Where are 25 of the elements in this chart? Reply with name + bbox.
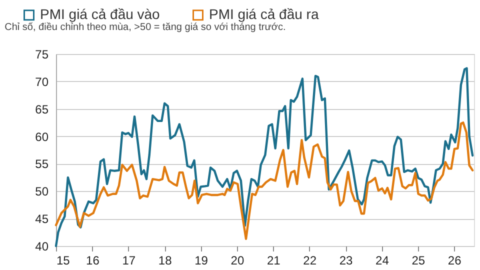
y-tick-label: 40	[35, 240, 49, 254]
x-tick-label: 19	[194, 254, 208, 268]
x-tick-label: 25	[412, 254, 426, 268]
y-tick-label: 70	[35, 74, 49, 89]
x-tick-label: 15	[56, 254, 70, 268]
y-tick-label: 60	[35, 130, 49, 144]
x-tick-label: 23	[339, 254, 354, 268]
x-tick-label: 24	[376, 254, 390, 268]
x-tick-label: 21	[266, 254, 281, 268]
x-tick-label: 17	[122, 254, 136, 268]
y-tick-label: 75	[35, 48, 49, 62]
x-tick-label: 26	[448, 254, 462, 268]
y-tick-label: 55	[35, 157, 49, 172]
y-tick-label: 65	[35, 102, 49, 116]
x-tick-label: 16	[86, 254, 100, 268]
x-tick-label: 20	[230, 254, 244, 268]
legend-label: PMI giá cả đầu ra	[209, 6, 319, 22]
line-series	[54, 67, 474, 248]
x-tick-label: 18	[158, 254, 172, 268]
y-tick-label: 50	[35, 184, 49, 199]
legend-label: PMI giá cả đầu vào	[40, 6, 160, 22]
y-tick-label: 45	[35, 212, 49, 226]
chart-subtitle: Chỉ số, điều chỉnh theo mùa, >50 = tăng giá so với tháng trước.	[4, 22, 286, 33]
x-tick-label: 22	[303, 254, 317, 268]
line-series	[54, 121, 474, 240]
